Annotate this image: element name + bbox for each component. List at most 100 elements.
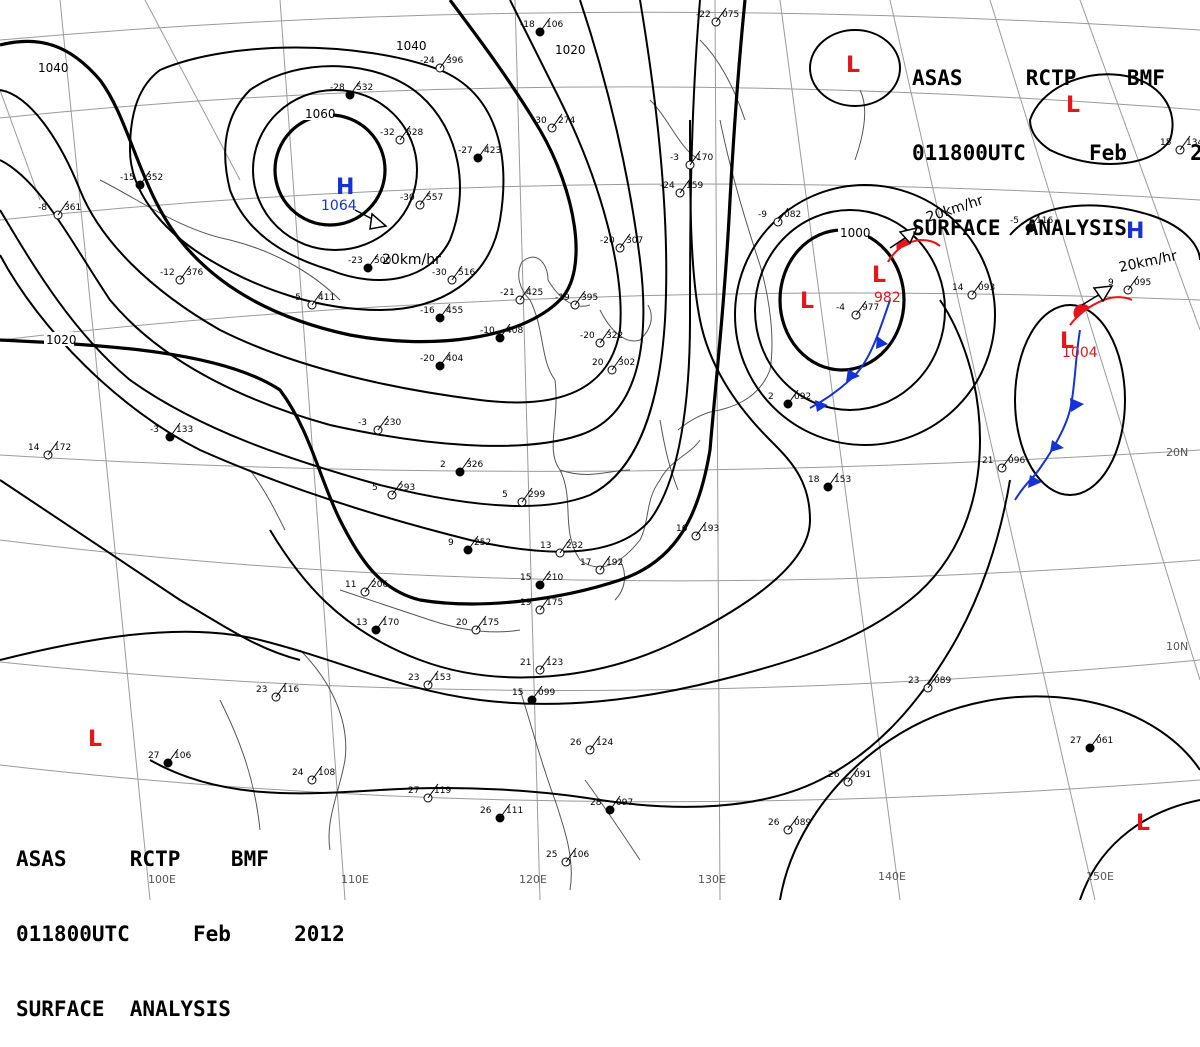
station-temp: 23 — [408, 673, 419, 683]
station-pressure: 111 — [506, 806, 523, 816]
station-pressure: 108 — [318, 768, 335, 778]
station-pressure: 153 — [834, 475, 851, 485]
graticule — [0, 0, 1200, 900]
station-model: 13 232 — [540, 538, 583, 558]
wind-barb — [574, 290, 586, 306]
station-temp: -12 — [160, 268, 175, 278]
station-temp: 27 — [408, 786, 419, 796]
station-model: -9 082 — [758, 207, 801, 227]
station-temp: 26 — [570, 738, 582, 748]
station-temp: 11 — [345, 580, 356, 590]
station-temp: -4 — [836, 303, 845, 313]
station-model: 20 302 — [592, 355, 635, 375]
cold-front-east-triangle-1 — [1070, 398, 1084, 412]
station-pressure: 133 — [176, 425, 193, 435]
station-pressure: 404 — [446, 354, 463, 364]
wind-barb — [499, 803, 511, 819]
lat-10n: 10N — [1166, 640, 1188, 653]
wind-barb — [539, 655, 551, 671]
station-temp: 13 — [356, 618, 367, 628]
motion-arrows — [354, 209, 1114, 306]
station-temp: 20 — [456, 618, 468, 628]
parallel-40n — [0, 86, 1200, 119]
isobar-west-1016 — [0, 479, 301, 661]
station-temp: 5 — [502, 490, 508, 500]
wind-barb — [439, 351, 451, 367]
station-temp: -3 — [358, 418, 367, 428]
station-model: 2 326 — [440, 457, 483, 477]
station-temp: 24 — [292, 768, 304, 778]
station-model: -3 230 — [358, 415, 401, 435]
station-temp: -3 — [670, 153, 679, 163]
station-pressure: 210 — [546, 573, 563, 583]
station-model: -32 528 — [380, 125, 423, 145]
station-model: -21 425 — [500, 285, 543, 305]
station-temp: -18 — [520, 20, 535, 30]
meridian-130e — [714, 0, 721, 900]
isobar-label-1060: 1060 — [305, 107, 336, 121]
station-pressure: 425 — [526, 288, 543, 298]
coast-south-china — [339, 589, 521, 633]
station-pressure: 116 — [282, 685, 299, 695]
title-line-1: ASAS RCTP BMF — [912, 66, 1165, 90]
station-pressure: 170 — [696, 153, 713, 163]
wind-barb — [927, 673, 939, 689]
coast-korea — [599, 304, 652, 342]
station-model: 26 089 — [768, 815, 811, 835]
isobar-label-1040-north: 1040 — [396, 39, 427, 53]
wind-barb — [971, 280, 983, 296]
motion-label-high: 20km/hr — [382, 252, 441, 268]
isobar-label-bg — [394, 38, 424, 52]
station-model: -15 352 — [120, 170, 163, 190]
wind-barb — [1179, 135, 1191, 151]
high-siberia-symbol: H — [336, 175, 354, 200]
wind-barb — [139, 170, 151, 186]
station-model: -27 423 — [458, 143, 501, 163]
title-block-bottom-left: ASAS RCTP BMF 011800UTC Feb 2012 SURFACE… — [16, 797, 345, 1047]
isobar-1048 — [128, 46, 505, 312]
coastlines — [99, 39, 866, 891]
station-temp: -8 — [38, 203, 47, 213]
wind-barb — [611, 355, 623, 371]
station-pressure: 082 — [784, 210, 801, 220]
low-ne-2-symbol: L — [1066, 93, 1080, 118]
station-pressure: 175 — [546, 598, 563, 608]
station-temp: 21 — [520, 658, 531, 668]
station-pressure: 528 — [406, 128, 423, 138]
station-model: 20 175 — [456, 615, 499, 635]
high-east-symbol: H — [1126, 219, 1144, 244]
coast-inland-boundary-2 — [249, 469, 286, 531]
station-temp: 23 — [908, 676, 919, 686]
wind-barb — [459, 457, 471, 473]
station-model: 13 170 — [356, 615, 399, 635]
station-model: 28 097 — [590, 795, 633, 815]
wind-barb — [1089, 733, 1101, 749]
station-temp: 9 — [1108, 278, 1114, 288]
wind-barb — [439, 53, 451, 69]
station-pressure: 192 — [606, 558, 623, 568]
wind-barb — [167, 748, 179, 764]
isobar-ne-low-1 — [809, 29, 901, 107]
wind-barb — [499, 323, 511, 339]
station-pressure: 455 — [446, 306, 463, 316]
station-model: -20 322 — [580, 328, 623, 348]
station-pressure: 175 — [482, 618, 499, 628]
wind-barb — [364, 577, 376, 593]
coast-yangtze — [559, 469, 631, 475]
parallel-5n — [0, 764, 1200, 803]
station-pressure: 106 — [546, 20, 563, 30]
cold-front-triangle-1 — [876, 336, 888, 349]
isobar-1036 — [0, 0, 622, 404]
station-pressure: 116 — [1036, 216, 1053, 226]
station-pressure: 274 — [558, 116, 575, 126]
wind-barb — [679, 178, 691, 194]
station-temp: -22 — [696, 10, 711, 20]
wind-barb — [179, 265, 191, 281]
station-model: -12 376 — [160, 265, 203, 285]
isobar-1012 — [0, 299, 982, 705]
title-block-top-right: ASAS RCTP BMF 011800UTC Feb 2012 SURFACE… — [912, 16, 1200, 266]
graticule-labels: 100E 110E 120E 130E 140E 150E 20N 10N — [148, 446, 1188, 886]
station-model: -10 408 — [480, 323, 523, 343]
wind-barb — [475, 615, 487, 631]
station-pressure: 352 — [146, 173, 163, 183]
